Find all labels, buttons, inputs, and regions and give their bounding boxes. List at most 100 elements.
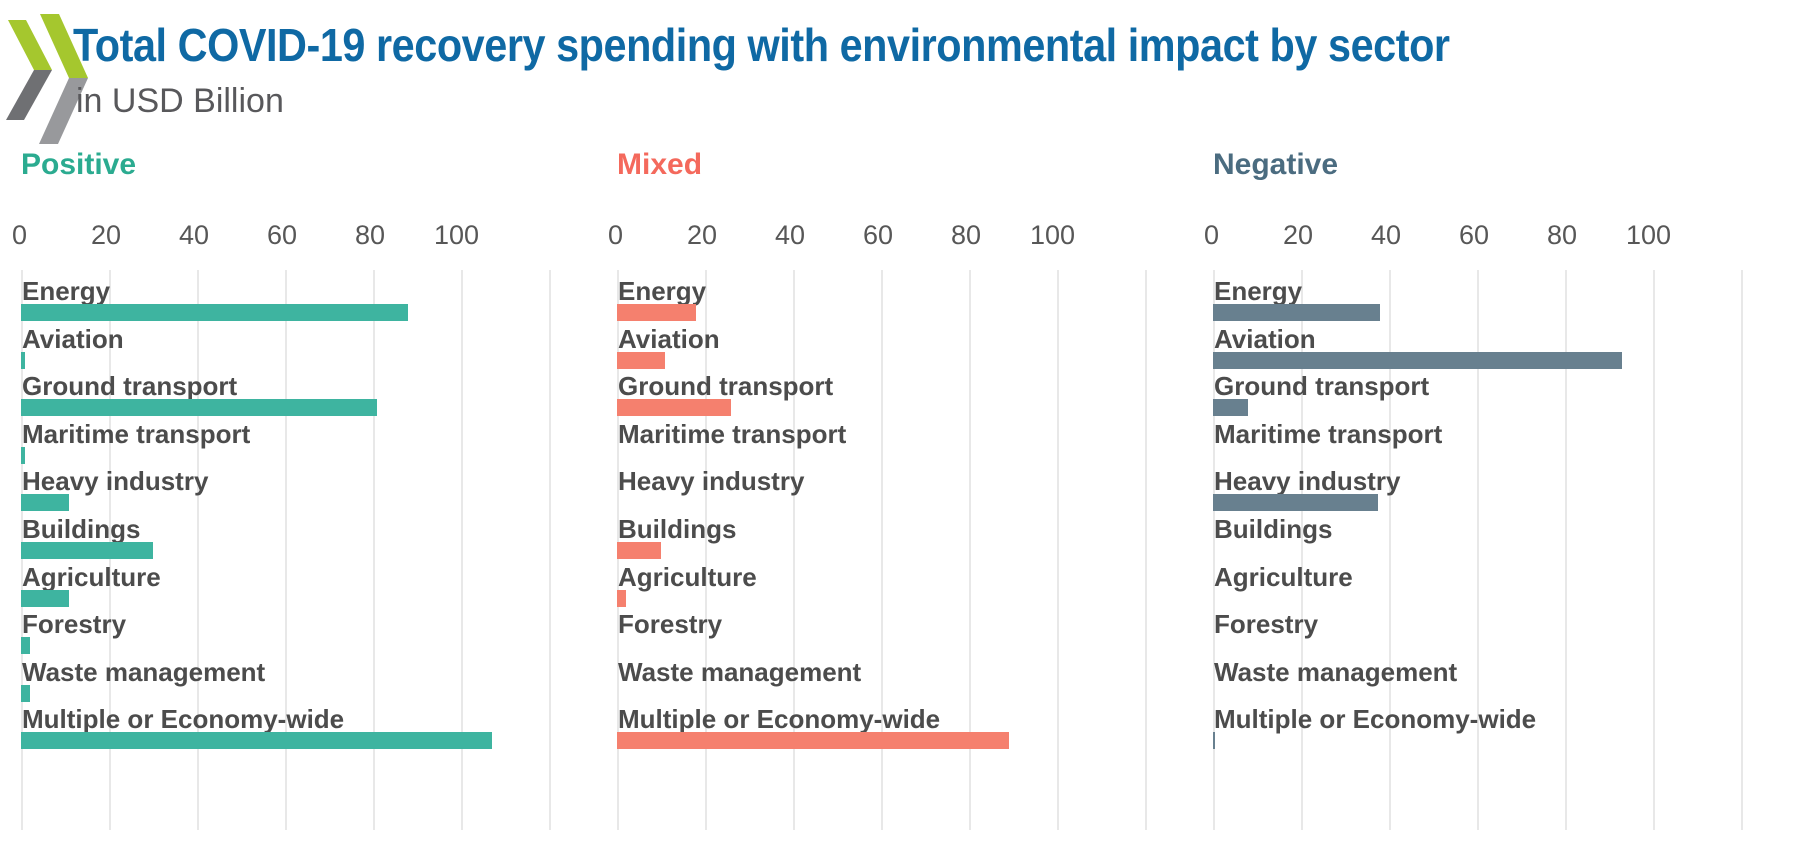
gridline (373, 270, 375, 830)
page-subtitle: in USD Billion (76, 82, 284, 120)
x-tick-label: 0 (607, 220, 624, 250)
gridline (881, 270, 883, 830)
category-label: Heavy industry (1214, 466, 1401, 497)
bar-heavy-industry (1213, 494, 1378, 512)
x-tick-label: 60 (862, 220, 894, 250)
category-label: Forestry (618, 609, 723, 640)
category-label: Multiple or Economy-wide (1214, 704, 1537, 735)
bar-buildings (21, 542, 153, 559)
gridline (1389, 270, 1391, 830)
gridline (1057, 270, 1059, 830)
x-tick-label: 0 (1203, 220, 1220, 250)
x-tick-label: 80 (1546, 220, 1578, 250)
category-label: Energy (1214, 276, 1303, 306)
chart-row-aviation: Aviation (1213, 324, 1773, 371)
plot-area: Energy Aviation Ground transport Maritime t… (617, 270, 1147, 830)
bar-aviation (21, 351, 26, 369)
chart-row-aviation: Aviation (21, 324, 581, 371)
chart-row-multiple-or-economy-wide: Multiple or Economy-wide (21, 704, 581, 751)
bar-agriculture (21, 589, 70, 607)
bar-energy (21, 304, 409, 321)
chart-row-waste-management: Waste management (21, 657, 581, 704)
category-label: Aviation (22, 323, 124, 354)
x-tick-label: 40 (774, 220, 806, 250)
chart-row-energy: Energy (617, 276, 1177, 323)
x-axis-ticks: 0 20 40 60 80 100 (1204, 220, 1741, 256)
category-label: Multiple or Economy-wide (22, 704, 345, 735)
gridline (1213, 270, 1215, 830)
chart-row-buildings: Buildings (21, 514, 581, 561)
chart-row-maritime-transport: Maritime transport (21, 419, 581, 466)
bar-waste-management (21, 684, 30, 702)
chart-row-heavy-industry: Heavy industry (617, 466, 1177, 513)
category-label: Energy (618, 276, 707, 306)
category-label: Ground transport (1214, 371, 1430, 402)
x-tick-label: 100 (433, 220, 480, 250)
chart-row-energy: Energy (1213, 276, 1773, 323)
category-label: Ground transport (618, 371, 834, 402)
x-tick-label: 60 (266, 220, 298, 250)
panel-title-positive: Positive (21, 148, 137, 181)
category-label: Buildings (618, 514, 737, 544)
chart-row-multiple-or-economy-wide: Multiple or Economy-wide (1213, 704, 1773, 751)
panel-mixed: Mixed 0 20 40 60 80 100 Energy Aviation Ground tr… (608, 148, 1177, 838)
category-label: Waste management (22, 656, 266, 687)
gridline (793, 270, 795, 830)
x-tick-label: 20 (686, 220, 718, 250)
panel-negative: Negative 0 20 40 60 80 100 Energy Aviation Ground… (1204, 148, 1773, 838)
chart-row-agriculture: Agriculture (1213, 562, 1773, 609)
panel-title-mixed: Mixed (617, 148, 703, 181)
x-tick-label: 20 (1282, 220, 1314, 250)
chart-row-waste-management: Waste management (617, 657, 1177, 704)
category-label: Buildings (22, 514, 141, 544)
chart-row-forestry: Forestry (21, 609, 581, 656)
bar-forestry (21, 637, 30, 655)
category-label: Forestry (1214, 609, 1319, 640)
bar-heavy-industry (21, 494, 70, 512)
x-axis-ticks: 0 20 40 60 80 100 (12, 220, 549, 256)
chart-row-waste-management: Waste management (1213, 657, 1773, 704)
category-label: Agriculture (22, 561, 161, 592)
logo-chevron-back-gray (39, 78, 88, 144)
chart-row-ground-transport: Ground transport (1213, 371, 1773, 418)
bar-multiple-or-economy-wide (21, 732, 492, 750)
bar-ground-transport (617, 399, 732, 417)
oecd-chevrons-logo (6, 14, 88, 144)
chart-row-heavy-industry: Heavy industry (21, 466, 581, 513)
x-tick-label: 80 (354, 220, 386, 250)
gridline (197, 270, 199, 830)
bar-aviation (1213, 351, 1623, 369)
logo-chevron-front-gray (6, 70, 52, 120)
chart-row-buildings: Buildings (617, 514, 1177, 561)
logo-chevron-front-green (8, 20, 52, 70)
category-label: Maritime transport (618, 418, 847, 449)
category-label: Maritime transport (1214, 418, 1443, 449)
chart-row-forestry: Forestry (1213, 609, 1773, 656)
bar-multiple-or-economy-wide (1213, 732, 1216, 750)
x-tick-label: 40 (178, 220, 210, 250)
bar-ground-transport (1213, 399, 1249, 417)
bar-maritime-transport (21, 446, 26, 464)
chart-row-multiple-or-economy-wide: Multiple or Economy-wide (617, 704, 1177, 751)
bar-ground-transport (21, 399, 378, 417)
x-axis-ticks: 0 20 40 60 80 100 (608, 220, 1145, 256)
gridline (1565, 270, 1567, 830)
chart-row-heavy-industry: Heavy industry (1213, 466, 1773, 513)
bar-energy (1213, 304, 1381, 321)
category-label: Aviation (1214, 323, 1316, 354)
gridline (285, 270, 287, 830)
gridline (1741, 270, 1743, 830)
gridline (1301, 270, 1303, 830)
chart-row-forestry: Forestry (617, 609, 1177, 656)
chart-row-ground-transport: Ground transport (21, 371, 581, 418)
x-tick-label: 20 (90, 220, 122, 250)
bar-agriculture (617, 589, 626, 607)
category-label: Buildings (1214, 514, 1333, 544)
chart-row-ground-transport: Ground transport (617, 371, 1177, 418)
logo-chevron-back-green (40, 14, 88, 78)
gridline (461, 270, 463, 830)
category-label: Heavy industry (618, 466, 805, 497)
category-label: Maritime transport (22, 418, 251, 449)
category-label: Forestry (22, 609, 127, 640)
chart-row-energy: Energy (21, 276, 581, 323)
